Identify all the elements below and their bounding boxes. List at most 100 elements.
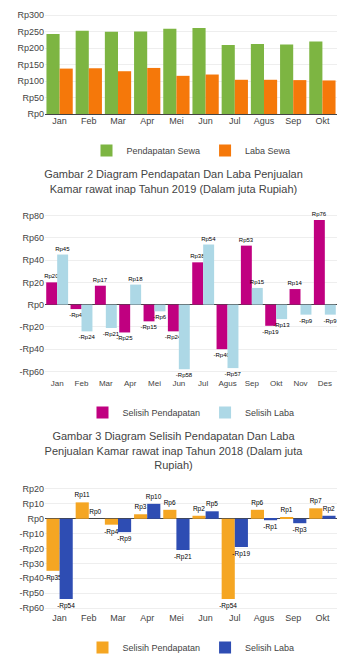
svg-text:-Rp6: -Rp6 <box>153 314 167 320</box>
svg-text:Agus: Agus <box>254 116 275 126</box>
svg-text:Sep: Sep <box>285 613 301 623</box>
svg-text:-Rp9: -Rp9 <box>299 318 313 324</box>
svg-text:Rp6: Rp6 <box>164 499 176 507</box>
svg-text:Rp10: Rp10 <box>22 499 44 509</box>
svg-text:Rp0: Rp0 <box>27 300 44 310</box>
svg-text:Rp80: Rp80 <box>22 211 44 221</box>
svg-text:-Rp25: -Rp25 <box>116 335 133 341</box>
svg-text:Okt: Okt <box>315 116 330 126</box>
svg-text:-Rp4: -Rp4 <box>104 528 118 536</box>
svg-text:Jun: Jun <box>198 613 213 623</box>
svg-text:-Rp54: -Rp54 <box>57 602 75 610</box>
svg-text:Rp76: Rp76 <box>312 211 327 217</box>
svg-text:Apr: Apr <box>124 379 137 388</box>
svg-text:Rp200: Rp200 <box>17 43 44 53</box>
svg-text:-Rp1: -Rp1 <box>263 523 277 531</box>
svg-text:-Rp40: -Rp40 <box>19 344 44 354</box>
svg-text:Gambar 3 Diagram Selisih Penda: Gambar 3 Diagram Selisih Pendapatan Dan … <box>45 430 304 471</box>
svg-text:Rp54: Rp54 <box>201 236 216 242</box>
svg-text:Rp14: Rp14 <box>288 280 303 286</box>
svg-text:-Rp4: -Rp4 <box>69 312 83 318</box>
svg-text:Feb: Feb <box>81 613 97 623</box>
svg-text:Rp0: Rp0 <box>27 109 44 119</box>
svg-text:Rp38: Rp38 <box>190 253 205 259</box>
svg-text:-Rp20: -Rp20 <box>19 544 44 554</box>
svg-text:-Rp19: -Rp19 <box>262 329 279 335</box>
svg-text:Rp100: Rp100 <box>17 76 44 86</box>
svg-text:Rp300: Rp300 <box>17 10 44 20</box>
svg-text:Rp50: Rp50 <box>22 93 44 103</box>
svg-text:Selisih Pendapatan: Selisih Pendapatan <box>123 408 201 418</box>
svg-text:-Rp30: -Rp30 <box>19 559 44 569</box>
svg-text:-Rp40: -Rp40 <box>19 573 44 583</box>
svg-text:Rp7: Rp7 <box>310 497 322 505</box>
svg-text:-Rp40: -Rp40 <box>214 352 231 358</box>
svg-text:Sep: Sep <box>245 379 260 388</box>
svg-text:Selisih Laba: Selisih Laba <box>245 408 294 418</box>
svg-text:Rp2: Rp2 <box>323 505 335 513</box>
svg-text:Apr: Apr <box>140 613 154 623</box>
svg-text:Jan: Jan <box>52 613 67 623</box>
svg-text:Jul: Jul <box>198 379 208 388</box>
svg-text:Mar: Mar <box>110 613 126 623</box>
svg-text:Des: Des <box>318 379 332 388</box>
svg-text:Rp20: Rp20 <box>22 278 44 288</box>
svg-text:Okt: Okt <box>270 379 283 388</box>
svg-text:-Rp57: -Rp57 <box>224 371 241 377</box>
svg-text:-Rp50: -Rp50 <box>19 588 44 598</box>
svg-text:Jun: Jun <box>198 116 213 126</box>
svg-text:-Rp13: -Rp13 <box>273 322 290 328</box>
svg-text:Rp20: Rp20 <box>44 273 59 279</box>
svg-text:Jul: Jul <box>229 613 241 623</box>
svg-text:Rp150: Rp150 <box>17 60 44 70</box>
svg-text:-Rp21: -Rp21 <box>103 331 120 337</box>
svg-text:Rp15: Rp15 <box>250 279 265 285</box>
svg-text:Rp0: Rp0 <box>27 514 44 524</box>
svg-text:Mei: Mei <box>169 116 184 126</box>
svg-text:-Rp24: -Rp24 <box>165 334 182 340</box>
svg-text:-Rp10: -Rp10 <box>19 529 44 539</box>
svg-text:Jan: Jan <box>52 116 67 126</box>
svg-text:Rp250: Rp250 <box>17 27 44 37</box>
svg-text:Rp60: Rp60 <box>22 233 44 243</box>
svg-text:-Rp19: -Rp19 <box>232 550 250 558</box>
svg-text:Nov: Nov <box>293 379 307 388</box>
svg-text:Laba Sewa: Laba Sewa <box>245 146 290 156</box>
svg-text:Rp10: Rp10 <box>146 493 162 501</box>
svg-text:Mei: Mei <box>169 613 184 623</box>
svg-text:Mar: Mar <box>110 116 126 126</box>
svg-text:Jul: Jul <box>229 116 241 126</box>
svg-text:Mar: Mar <box>99 379 113 388</box>
svg-text:Rp45: Rp45 <box>55 246 70 252</box>
svg-text:Rp18: Rp18 <box>128 276 143 282</box>
svg-text:-Rp58: -Rp58 <box>176 372 193 378</box>
svg-text:Rp53: Rp53 <box>239 237 254 243</box>
svg-text:-Rp20: -Rp20 <box>19 322 44 332</box>
svg-text:-Rp60: -Rp60 <box>19 367 44 377</box>
svg-text:-Rp54: -Rp54 <box>219 602 237 610</box>
svg-text:Selisih Laba: Selisih Laba <box>245 643 294 653</box>
svg-text:-Rp60: -Rp60 <box>19 603 44 613</box>
svg-text:Mei: Mei <box>148 379 161 388</box>
svg-text:Sep: Sep <box>285 116 301 126</box>
svg-text:Feb: Feb <box>75 379 89 388</box>
svg-text:Rp6: Rp6 <box>251 499 263 507</box>
svg-text:Selisih Pendapatan: Selisih Pendapatan <box>123 643 201 653</box>
svg-text:Feb: Feb <box>81 116 97 126</box>
svg-text:-Rp35: -Rp35 <box>44 574 62 582</box>
svg-text:-Rp9: -Rp9 <box>323 318 337 324</box>
svg-text:-Rp21: -Rp21 <box>174 553 192 561</box>
svg-text:Apr: Apr <box>140 116 154 126</box>
svg-text:Rp0: Rp0 <box>89 508 101 516</box>
svg-text:Jan: Jan <box>51 379 64 388</box>
svg-text:Okt: Okt <box>315 613 330 623</box>
svg-text:-Rp15: -Rp15 <box>141 324 158 330</box>
svg-text:Rp40: Rp40 <box>22 255 44 265</box>
svg-text:Rp20: Rp20 <box>22 484 44 494</box>
svg-text:Rp3: Rp3 <box>134 503 146 511</box>
svg-text:-Rp3: -Rp3 <box>293 526 307 534</box>
svg-text:Rp11: Rp11 <box>75 491 90 499</box>
svg-text:Gambar 2 Diagram Pendapatan Da: Gambar 2 Diagram Pendapatan Dan Laba Pen… <box>44 168 303 194</box>
svg-text:Agus: Agus <box>254 613 275 623</box>
svg-text:Agus: Agus <box>218 379 236 388</box>
